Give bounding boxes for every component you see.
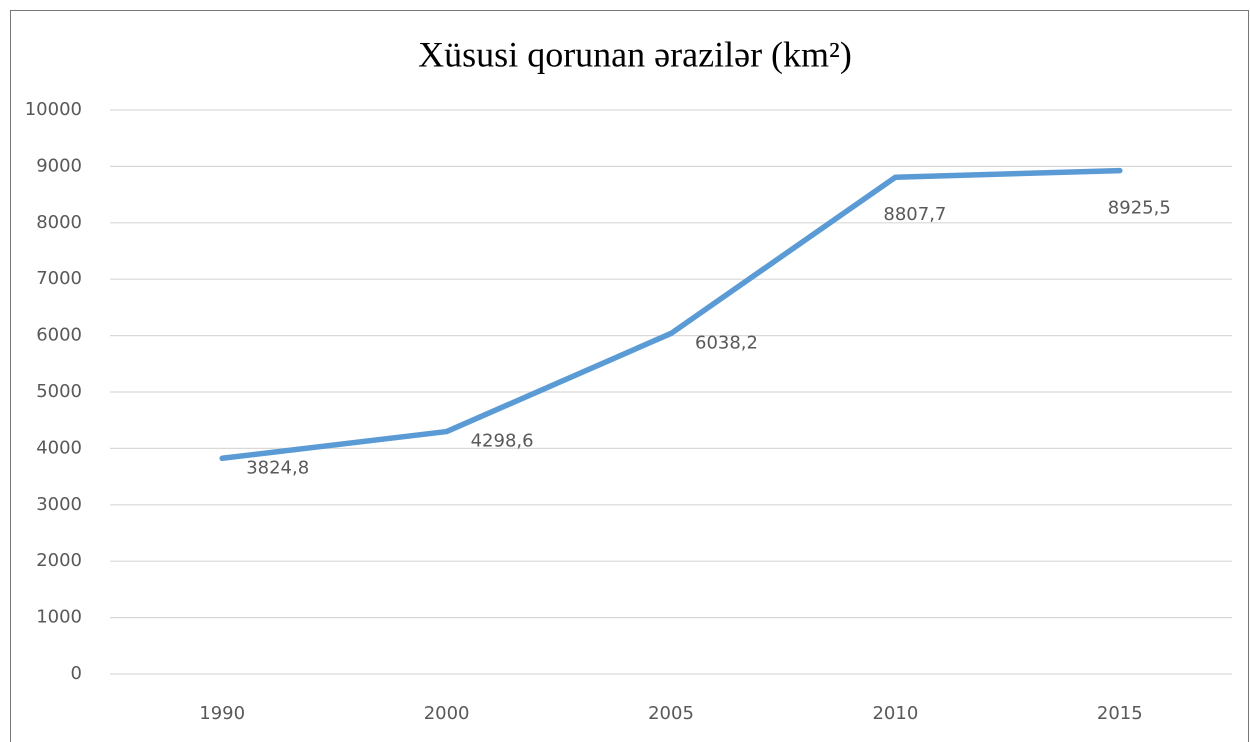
y-tick-label: 4000 [36, 437, 82, 458]
x-tick-label: 2000 [424, 703, 470, 724]
y-tick-label: 9000 [36, 155, 82, 176]
y-tick-label: 3000 [36, 494, 82, 515]
data-label: 8807,7 [883, 204, 946, 225]
x-tick-label: 2010 [872, 703, 918, 724]
y-tick-label: 8000 [36, 212, 82, 233]
y-tick-label: 7000 [36, 268, 82, 289]
chart-title: Xüsusi qorunan ərazilər (km²) [418, 34, 852, 74]
chart-border [10, 10, 1249, 742]
data-label: 3824,8 [246, 457, 309, 478]
data-label: 8925,5 [1108, 198, 1171, 219]
y-tick-label: 5000 [36, 381, 82, 402]
x-tick-label: 2015 [1097, 703, 1143, 724]
data-label: 4298,6 [471, 431, 534, 452]
data-label: 6038,2 [695, 332, 758, 353]
y-tick-label: 10000 [25, 99, 82, 120]
y-tick-label: 1000 [36, 607, 82, 628]
y-tick-label: 2000 [36, 550, 82, 571]
y-tick-label: 0 [71, 663, 82, 684]
x-tick-label: 1990 [199, 703, 245, 724]
line [219, 167, 1123, 462]
x-tick-label: 2005 [648, 703, 694, 724]
y-tick-label: 6000 [36, 325, 82, 346]
